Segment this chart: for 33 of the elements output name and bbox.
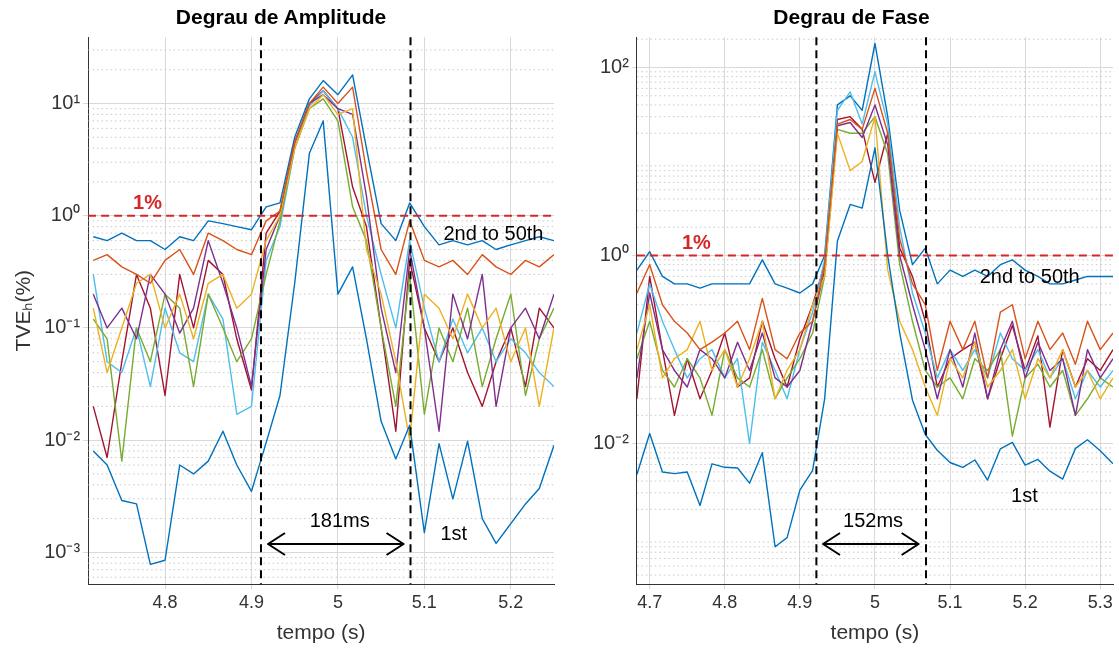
annotation: 2nd to 50th (979, 265, 1080, 288)
y-tick-label: 10² (600, 55, 630, 78)
annotation: 2nd to 50th (443, 221, 544, 244)
x-tick-label: 5.2 (1012, 591, 1038, 612)
y-tick-label: 10⁰ (599, 243, 629, 266)
ref-line-label: 1% (133, 191, 163, 214)
x-tick-label: 5.1 (937, 591, 963, 612)
x-tick-label: 4.9 (238, 591, 264, 612)
y-axis-title: TVEₕ(%) (11, 269, 35, 352)
annotation: 152ms (843, 508, 904, 531)
x-tick-label: 4.9 (787, 591, 813, 612)
x-tick-label: 4.8 (712, 591, 738, 612)
y-tick-label: 10⁻² (593, 431, 630, 454)
annotation: 1st (1011, 484, 1039, 507)
x-tick-label: 5 (332, 591, 343, 612)
x-tick-label: 5.1 (411, 591, 437, 612)
x-axis-title: tempo (s) (276, 620, 366, 644)
x-tick-label: 5.2 (498, 591, 524, 612)
y-tick-label: 10⁻¹ (44, 315, 81, 338)
x-tick-label: 4.7 (637, 591, 663, 612)
ref-line-label: 1% (681, 231, 712, 254)
x-tick-label: 4.8 (152, 591, 178, 612)
x-tick-label: 5 (869, 591, 880, 612)
chart-title: Degrau de Amplitude (175, 5, 387, 29)
x-axis-title: tempo (s) (830, 620, 920, 644)
x-tick-label: 5.3 (1087, 591, 1113, 612)
annotation: 1st (440, 522, 468, 545)
y-tick-label: 10⁻² (44, 427, 81, 450)
y-tick-label: 10⁰ (50, 203, 81, 226)
annotation: 181ms (309, 508, 370, 531)
chart-title: Degrau de Fase (773, 5, 930, 29)
y-tick-label: 10⁻³ (44, 539, 81, 562)
y-tick-label: 10¹ (51, 91, 81, 114)
